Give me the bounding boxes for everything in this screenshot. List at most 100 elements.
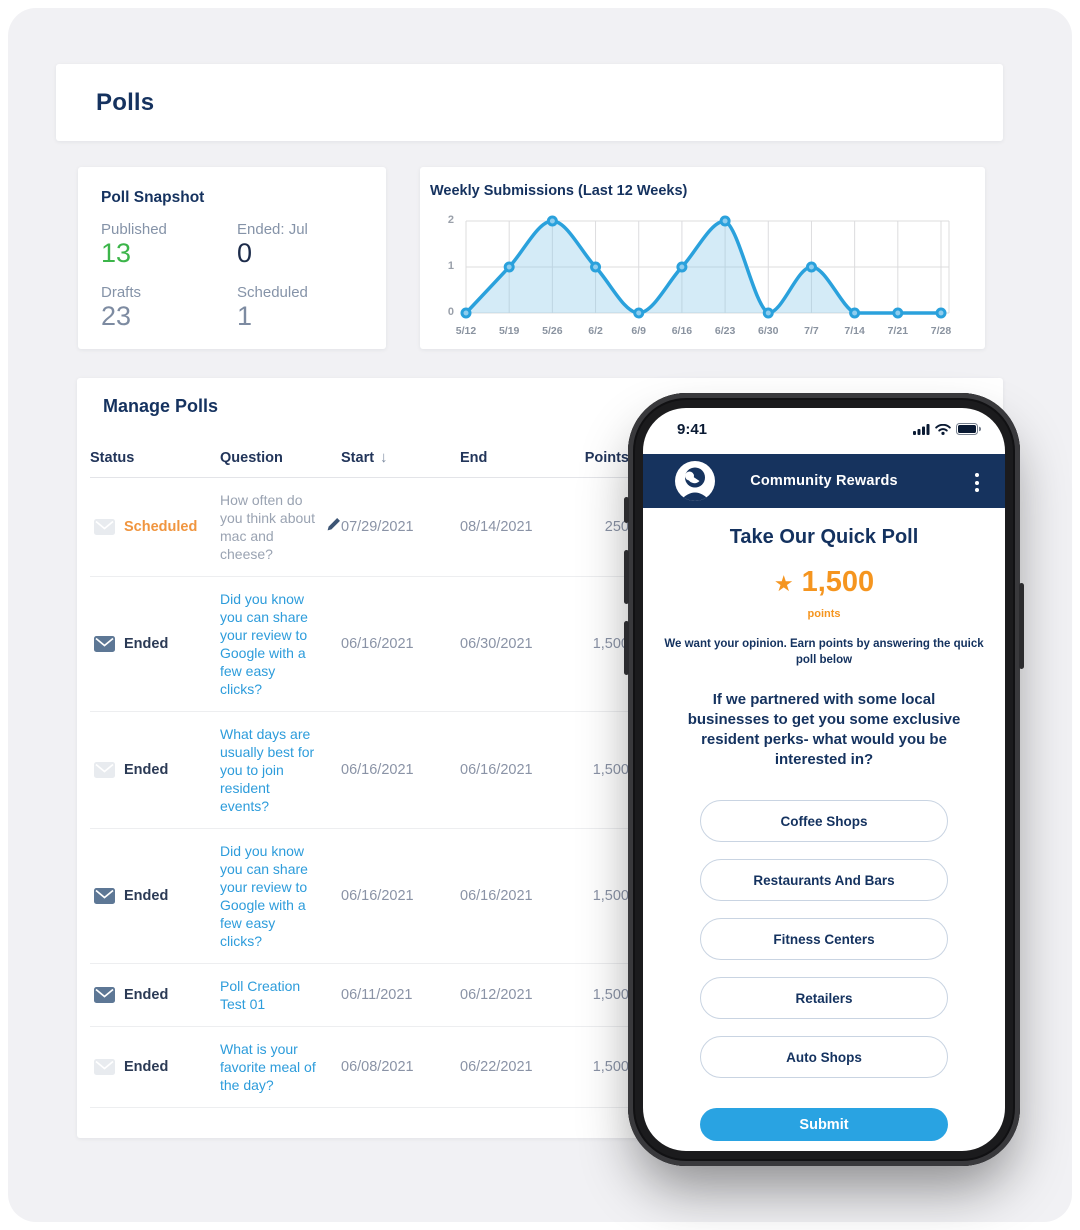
x-axis-tick: 5/19 <box>498 325 520 337</box>
volume-up-button <box>624 550 629 604</box>
question-link[interactable]: How often do you think about mac and che… <box>220 492 315 562</box>
envelope-icon <box>94 888 115 904</box>
question-link[interactable]: What is your favorite meal of the day? <box>220 1041 316 1093</box>
poll-option-button[interactable]: Fitness Centers <box>700 918 948 960</box>
status-badge: Ended <box>124 636 169 652</box>
quick-poll-title: Take Our Quick Poll <box>729 526 919 548</box>
weekly-submissions-card: Weekly Submissions (Last 12 Weeks) 0 1 2 5/… <box>420 167 985 349</box>
stat-scheduled: Scheduled 1 <box>237 284 373 331</box>
poll-intro-text: We want your opinion. Earn points by ans… <box>664 638 984 666</box>
points-value: 1,500 <box>592 888 629 904</box>
status-time: 9:41 <box>677 421 708 438</box>
x-axis-tick: 6/2 <box>588 325 603 337</box>
stat-value: 13 <box>101 238 132 268</box>
question-link[interactable]: Did you know you can share your review t… <box>220 591 308 697</box>
table-header-row: Status Question Start ↓ End Points <box>90 438 646 478</box>
status-cell: Ended <box>90 762 220 778</box>
stat-label: Drafts <box>101 284 142 301</box>
envelope-icon <box>94 762 115 778</box>
stat-label: Published <box>101 221 167 238</box>
status-cell: Ended <box>90 1059 220 1075</box>
x-axis-tick: 5/26 <box>542 325 563 337</box>
manage-polls-title: Manage Polls <box>103 396 219 416</box>
power-button <box>1019 583 1024 669</box>
battery-icon <box>956 423 981 435</box>
stat-value: 23 <box>101 301 132 331</box>
col-header-status[interactable]: Status <box>90 449 135 466</box>
poll-option-button[interactable]: Retailers <box>700 977 948 1019</box>
status-badge: Ended <box>124 888 169 904</box>
question-link[interactable]: What days are usually best for you to jo… <box>220 726 315 814</box>
snapshot-title: Poll Snapshot <box>101 189 205 206</box>
start-date: 07/29/2021 <box>341 519 414 535</box>
envelope-icon <box>94 519 115 535</box>
x-axis-tick: 7/21 <box>887 325 909 337</box>
wifi-icon <box>935 423 951 435</box>
y-axis-tick: 1 <box>447 260 454 272</box>
table-row: Ended Poll Creation Test 01 06/11/2021 0… <box>90 964 646 1027</box>
polls-table-body: Scheduled How often do you think about m… <box>90 478 646 1108</box>
poll-option-button[interactable]: Restaurants And Bars <box>700 859 948 901</box>
stat-ended: Ended: Jul 0 <box>237 221 373 268</box>
status-badge: Scheduled <box>124 519 198 535</box>
question-cell: What days are usually best for you to jo… <box>220 725 341 815</box>
volume-down-button <box>624 621 629 675</box>
table-row: Ended Did you know you can share your re… <box>90 577 646 712</box>
stat-published: Published 13 <box>101 221 237 268</box>
mute-switch <box>624 497 629 523</box>
end-date: 06/16/2021 <box>460 762 533 778</box>
start-date: 06/16/2021 <box>341 888 414 904</box>
col-header-end[interactable]: End <box>460 449 488 466</box>
start-date: 06/16/2021 <box>341 636 414 652</box>
table-row: Ended Did you know you can share your re… <box>90 829 646 964</box>
sort-descending-icon[interactable]: ↓ <box>380 449 388 466</box>
end-date: 08/14/2021 <box>460 519 533 535</box>
polls-header-card: Polls <box>56 64 1003 141</box>
app-title: Community Rewards <box>750 473 898 489</box>
question-link[interactable]: Did you know you can share your review t… <box>220 843 308 949</box>
points-value: 1,500 <box>801 566 875 598</box>
envelope-icon <box>94 1059 115 1075</box>
table-row: Ended What is your favorite meal of the … <box>90 1027 646 1108</box>
phone-screen: 9:41 <box>643 408 1005 1151</box>
points-value: 250 <box>604 519 629 535</box>
status-cell: Ended <box>90 888 220 904</box>
col-header-points[interactable]: Points <box>584 449 629 466</box>
chart-plot-area <box>460 215 950 319</box>
stat-value: 1 <box>237 301 253 331</box>
status-icons <box>913 423 981 435</box>
status-badge: Ended <box>124 1059 169 1075</box>
col-header-start[interactable]: Start ↓ <box>341 449 388 466</box>
stat-drafts: Drafts 23 <box>101 284 237 331</box>
cellular-signal-icon <box>913 423 930 435</box>
app-header-bar: Community Rewards <box>643 454 1005 508</box>
points-value: 1,500 <box>592 762 629 778</box>
status-cell: Scheduled <box>90 519 220 535</box>
end-date: 06/22/2021 <box>460 1059 533 1075</box>
submit-button[interactable]: Submit <box>700 1108 948 1141</box>
menu-kebab-icon[interactable] <box>973 471 981 494</box>
envelope-icon <box>94 987 115 1003</box>
poll-option-button[interactable]: Coffee Shops <box>700 800 948 842</box>
status-badge: Ended <box>124 987 169 1003</box>
poll-option-button[interactable]: Auto Shops <box>700 1036 948 1078</box>
poll-snapshot-card: Poll Snapshot Published 13 Ended: Jul 0 … <box>78 167 386 349</box>
start-date: 06/08/2021 <box>341 1059 414 1075</box>
col-header-question[interactable]: Question <box>220 449 283 466</box>
end-date: 06/30/2021 <box>460 636 533 652</box>
question-link[interactable]: Poll Creation Test 01 <box>220 978 301 1012</box>
question-cell: Did you know you can share your review t… <box>220 590 341 698</box>
x-axis-tick: 6/23 <box>714 325 736 337</box>
envelope-icon <box>94 636 115 652</box>
phone-status-bar: 9:41 <box>643 408 1005 452</box>
snapshot-stats: Published 13 Ended: Jul 0 Drafts 23 Sche… <box>101 221 386 331</box>
edit-pencil-icon[interactable] <box>326 517 341 537</box>
polls-table: Status Question Start ↓ End Points Sched… <box>90 438 646 1108</box>
x-axis-tick: 5/12 <box>455 325 477 337</box>
question-cell: Poll Creation Test 01 <box>220 977 341 1013</box>
table-row: Scheduled How often do you think about m… <box>90 478 646 577</box>
points-row: ★ 1,500 <box>643 566 1005 599</box>
poll-question-text: If we partnered with some local business… <box>687 691 961 768</box>
page-title: Polls <box>96 88 155 116</box>
chart-title: Weekly Submissions (Last 12 Weeks) <box>430 183 688 199</box>
